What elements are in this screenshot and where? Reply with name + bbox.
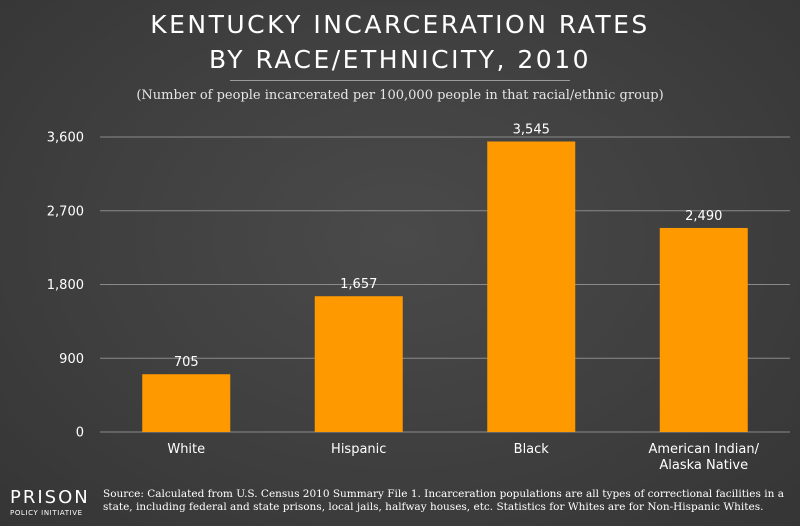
prison-policy-initiative-logo: PRISON POLICY INITIATIVE	[10, 488, 90, 518]
x-category-label: Black	[514, 442, 550, 457]
y-tick-label: 3,600	[47, 131, 84, 146]
bars	[142, 141, 748, 432]
source-line-1: Source: Calculated from U.S. Census 2010…	[103, 488, 784, 500]
logo-main-text: PRISON	[10, 487, 90, 508]
bar	[314, 296, 403, 432]
bar-labels: 705 1,657 3,545 2,490	[174, 123, 723, 371]
x-category-label: Hispanic	[331, 442, 386, 457]
x-category-label: Alaska Native	[659, 458, 748, 473]
y-tick-label: 900	[59, 352, 84, 367]
bar-value-label: 705	[174, 355, 199, 370]
x-category-label: White	[167, 442, 205, 457]
logo-sub-text: POLICY INITIATIVE	[10, 509, 83, 517]
x-category-label: American Indian/	[648, 442, 759, 457]
bar-value-label: 2,490	[685, 209, 722, 224]
chart-subtitle: (Number of people incarcerated per 100,0…	[136, 88, 664, 103]
y-tick-label: 0	[76, 426, 84, 441]
source-note: Source: Calculated from U.S. Census 2010…	[103, 488, 793, 514]
chart-title-line-1: KENTUCKY INCARCERATION RATES	[150, 10, 650, 39]
x-axis: White Hispanic Black American Indian/Alaska…	[167, 442, 759, 473]
bar-value-label: 1,657	[340, 277, 377, 292]
y-tick-label: 1,800	[47, 278, 84, 293]
bar	[487, 141, 576, 432]
bar	[142, 374, 231, 432]
bar	[659, 227, 748, 432]
y-tick-label: 2,700	[47, 204, 84, 219]
title-divider	[230, 80, 570, 81]
source-line-2: state, including federal and state priso…	[103, 501, 764, 513]
bar-value-label: 3,545	[513, 123, 550, 138]
chart-title-line-2: BY RACE/ETHNICITY, 2010	[208, 45, 592, 74]
y-axis: 0 900 1,800 2,700 3,600	[47, 131, 84, 441]
